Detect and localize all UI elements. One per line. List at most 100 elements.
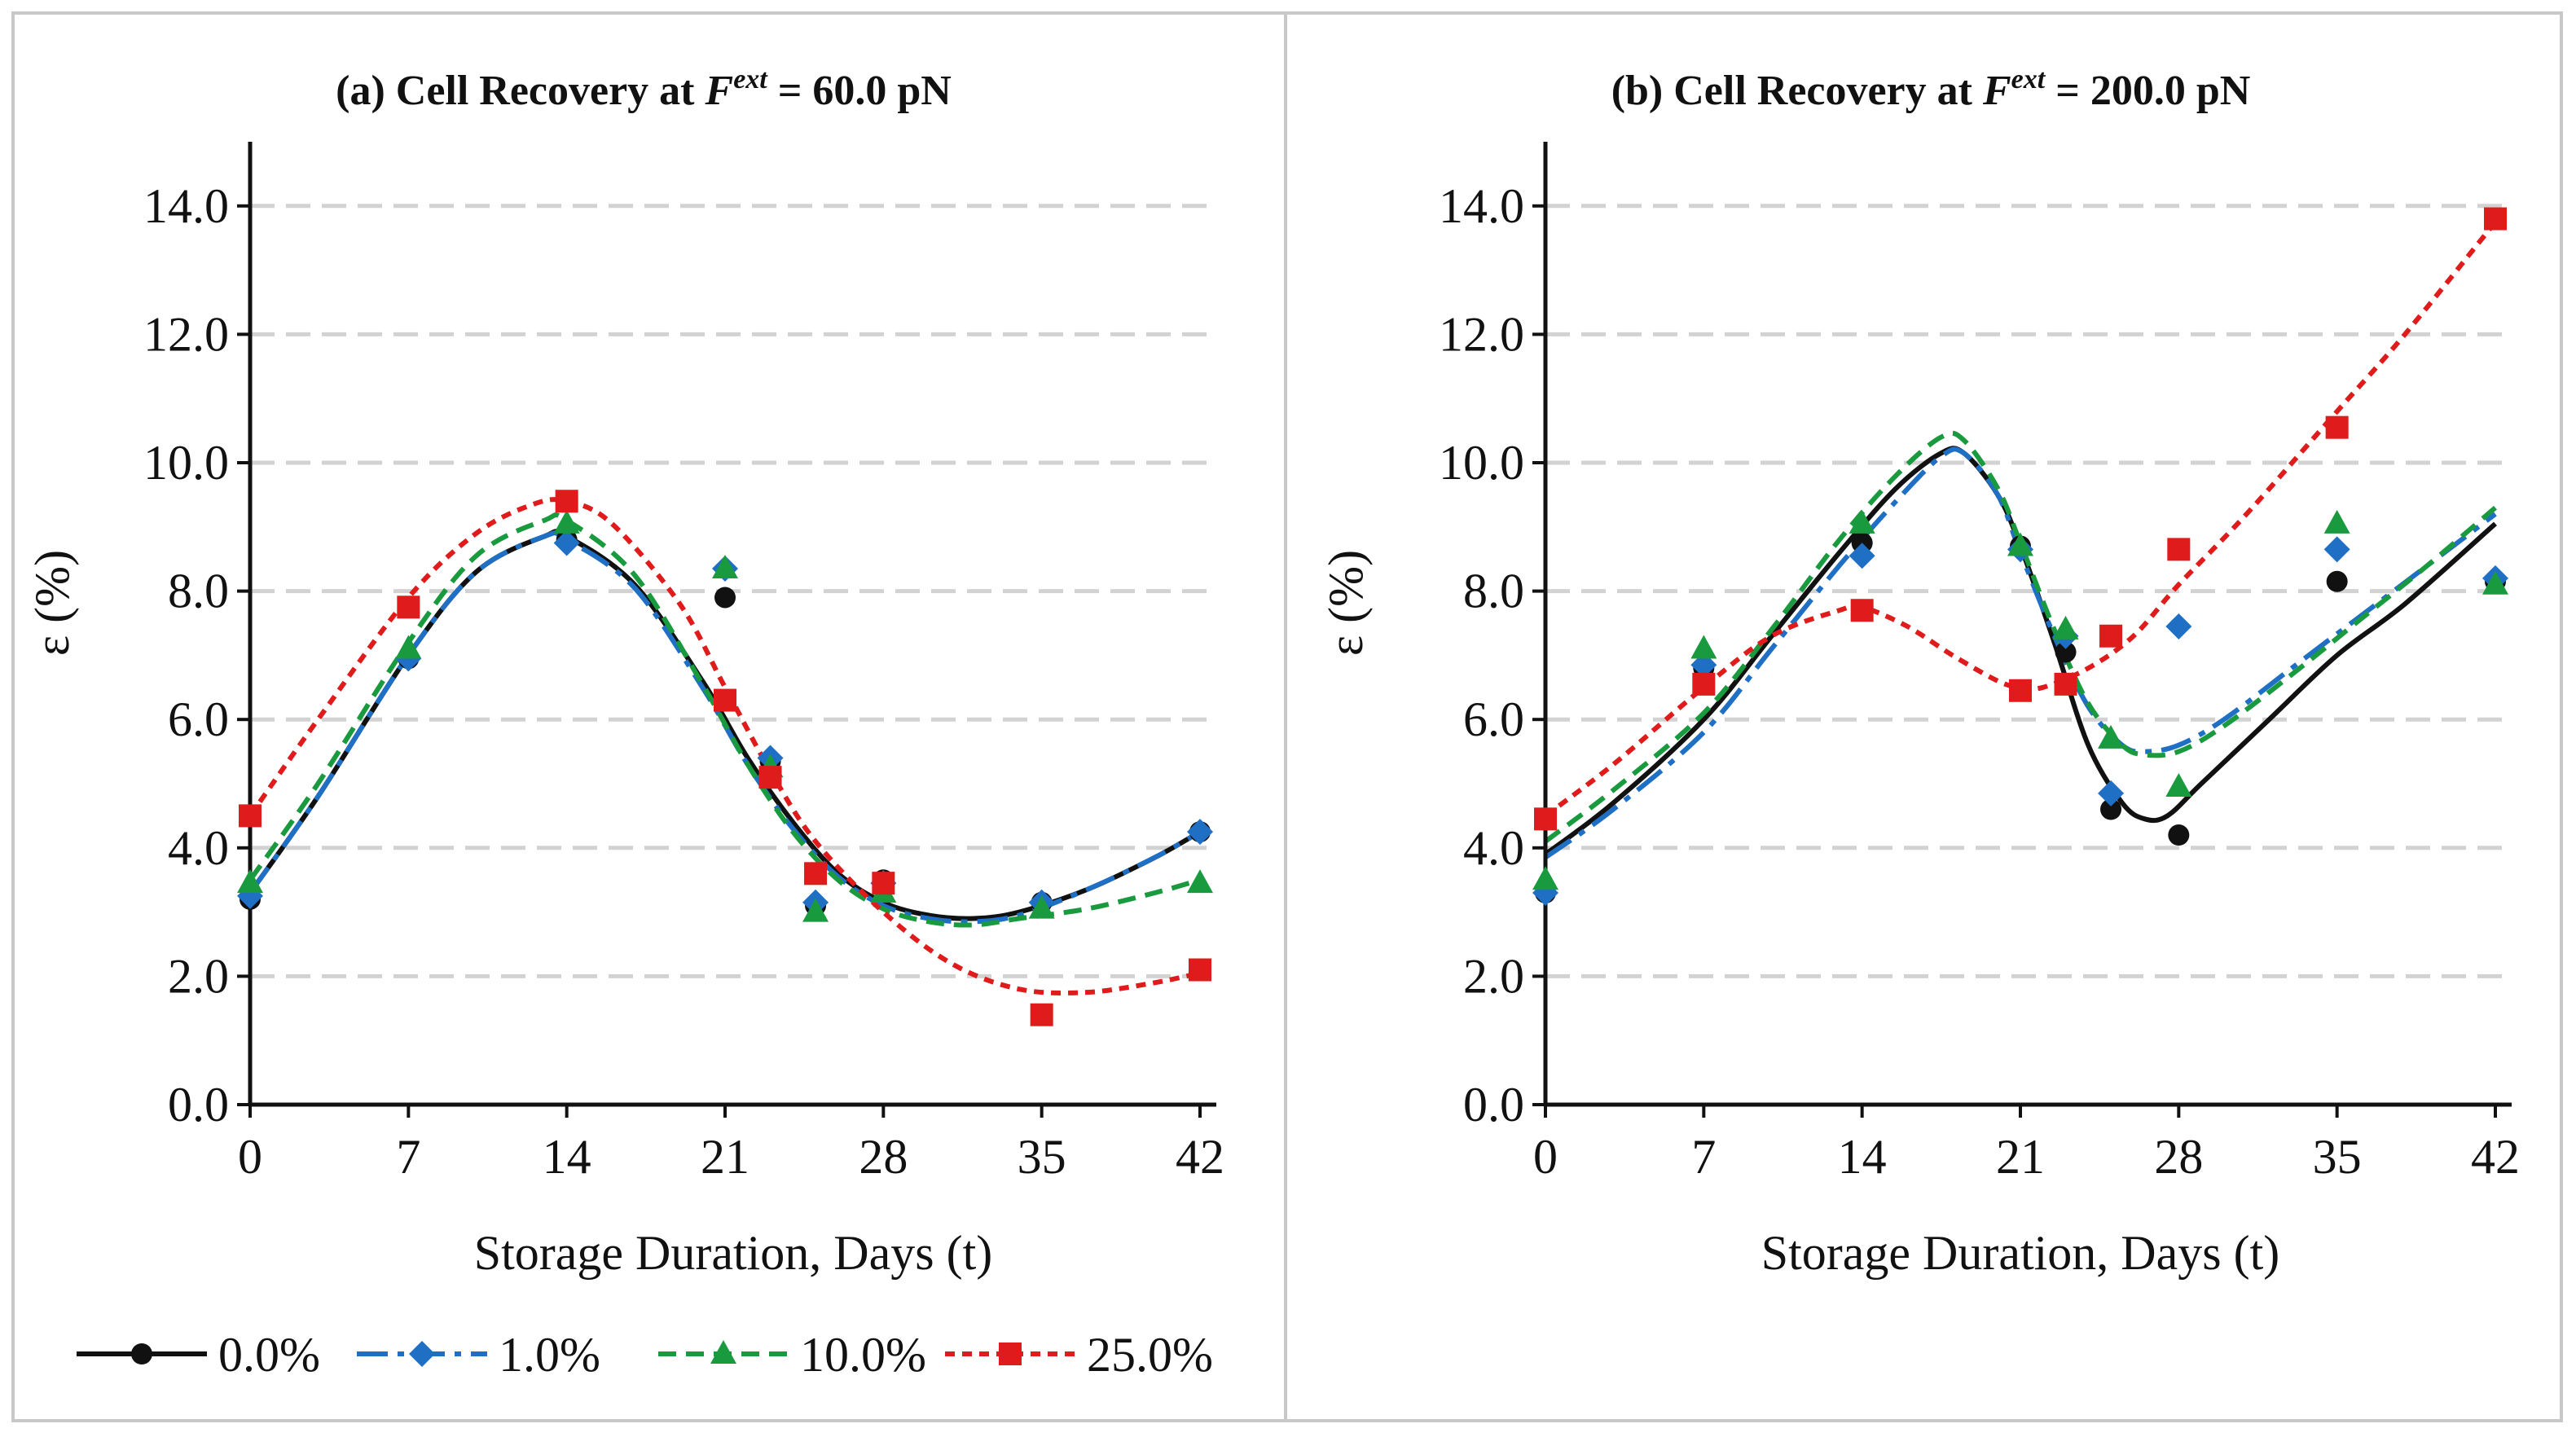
chart-title: (a) Cell Recovery at Fext = 60.0 pN	[336, 64, 952, 114]
x-tick-label: 0	[238, 1130, 262, 1184]
trend-line-3	[1544, 430, 2497, 844]
chart-panel-a: (a) Cell Recovery at Fext = 60.0 pN ε (%…	[25, 64, 1224, 1280]
trend-line-3	[248, 512, 1201, 928]
data-point	[555, 490, 578, 513]
data-point	[2326, 570, 2348, 592]
data-point	[2052, 615, 2079, 639]
data-point	[395, 635, 422, 659]
y-tick-label: 12.0	[143, 307, 229, 361]
chart-panel-b: (b) Cell Recovery at Fext = 200.0 pN ε (…	[1319, 64, 2520, 1280]
data-point	[1532, 866, 1558, 890]
data-point	[2168, 824, 2190, 846]
legend-label: 1.0%	[499, 1328, 600, 1382]
trend-line-4	[1544, 220, 2498, 818]
data-point	[2484, 207, 2507, 231]
data-point	[2165, 613, 2192, 639]
x-tick-label: 28	[859, 1130, 908, 1184]
data-point	[553, 530, 580, 556]
legend-marker	[409, 1341, 435, 1367]
x-tick-label: 35	[2313, 1130, 2362, 1184]
data-point	[1848, 509, 1875, 534]
y-tick-label: 10.0	[1439, 436, 1524, 490]
y-tick-label: 10.0	[143, 436, 229, 490]
data-point	[714, 688, 736, 712]
y-axis-label: ε (%)	[25, 550, 79, 656]
data-point	[2325, 415, 2349, 439]
data-point	[2482, 570, 2508, 595]
y-tick-label: 8.0	[1463, 565, 1524, 618]
legend: 0.0% 1.0% 10.0% 25.0%	[77, 1328, 1213, 1382]
data-point	[804, 862, 828, 885]
y-tick-label: 0.0	[168, 1078, 229, 1132]
x-tick-label: 28	[2154, 1130, 2203, 1184]
data-point	[1848, 543, 1875, 569]
y-tick-label: 2.0	[1463, 949, 1524, 1003]
y-tick-label: 8.0	[168, 565, 229, 618]
x-tick-label: 35	[1018, 1130, 1066, 1184]
y-tick-label: 14.0	[1439, 179, 1524, 233]
data-point	[1030, 1003, 1053, 1026]
legend-marker	[710, 1340, 736, 1364]
legend-label: 10.0%	[800, 1328, 926, 1382]
y-tick-label: 2.0	[168, 949, 229, 1003]
x-tick-label: 0	[1533, 1130, 1558, 1184]
legend-marker	[999, 1343, 1022, 1365]
panel-b-frame	[1284, 11, 2563, 1422]
data-point	[1534, 807, 1557, 831]
data-point	[2100, 798, 2122, 820]
data-point	[802, 898, 829, 922]
y-tick-label: 4.0	[168, 821, 229, 875]
legend-entry: 25.0%	[945, 1328, 1213, 1382]
data-point	[1692, 672, 1716, 696]
data-point	[2323, 509, 2350, 534]
y-axis-label: ε (%)	[1319, 550, 1373, 656]
y-tick-label: 6.0	[1463, 692, 1524, 746]
data-point	[553, 509, 580, 534]
trend-line-2	[1544, 446, 2497, 860]
data-point	[2098, 780, 2125, 806]
x-axis-label: Storage Duration, Days (t)	[1761, 1226, 2280, 1280]
data-point	[2055, 641, 2077, 663]
data-point	[2099, 624, 2123, 648]
data-point	[2323, 536, 2350, 563]
data-point	[1028, 894, 1055, 919]
x-tick-label: 42	[2471, 1130, 2520, 1184]
data-point	[2165, 772, 2192, 797]
x-axis-label: Storage Duration, Days (t)	[474, 1226, 993, 1280]
legend-entry: 0.0%	[77, 1328, 320, 1382]
x-tick-label: 7	[396, 1130, 420, 1184]
x-tick-label: 21	[701, 1130, 750, 1184]
data-point	[1850, 599, 1874, 622]
data-point	[758, 766, 782, 789]
data-point	[239, 804, 262, 828]
y-tick-label: 6.0	[168, 692, 229, 746]
legend-entry: 10.0%	[658, 1328, 926, 1382]
data-point	[397, 595, 420, 619]
data-point	[872, 872, 895, 895]
data-point	[712, 555, 738, 579]
y-tick-label: 14.0	[143, 179, 229, 233]
legend-marker	[131, 1343, 152, 1364]
trend-line-4	[248, 497, 1201, 995]
data-point	[1189, 958, 1211, 982]
legend-label: 25.0%	[1087, 1328, 1213, 1382]
y-tick-label: 0.0	[1463, 1078, 1524, 1132]
x-tick-label: 14	[543, 1130, 591, 1184]
x-tick-label: 7	[1691, 1130, 1716, 1184]
legend-label: 0.0%	[218, 1328, 320, 1382]
legend-entry: 1.0%	[357, 1328, 600, 1382]
data-point	[2098, 724, 2125, 749]
data-point	[1690, 635, 1717, 659]
x-tick-label: 42	[1176, 1130, 1224, 1184]
data-point	[2009, 679, 2032, 702]
chart-title: (b) Cell Recovery at Fext = 200.0 pN	[1611, 64, 2251, 114]
data-point	[714, 587, 736, 609]
y-tick-label: 12.0	[1439, 307, 1524, 361]
data-point	[1187, 869, 1213, 894]
data-point	[237, 869, 263, 894]
y-tick-label: 4.0	[1463, 821, 1524, 875]
panel-a-frame	[11, 11, 1287, 1422]
x-tick-label: 14	[1838, 1130, 1887, 1184]
data-point	[2054, 672, 2077, 696]
